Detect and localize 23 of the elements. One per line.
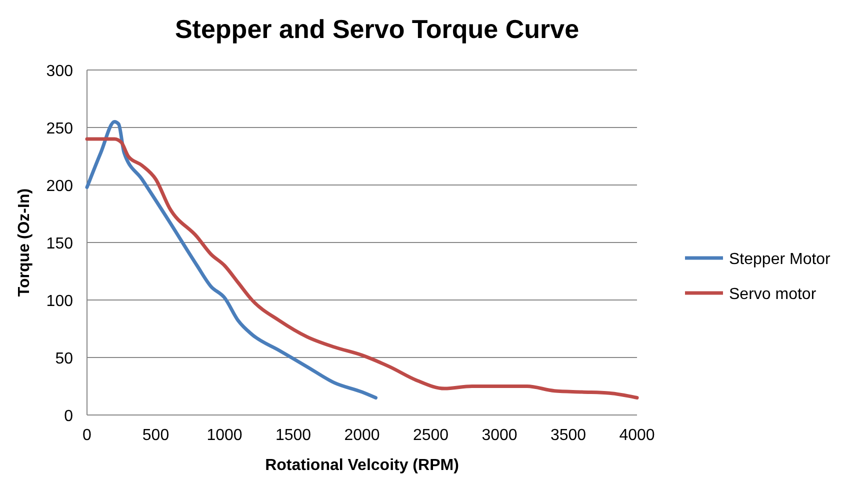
y-tick-label: 100 (46, 293, 74, 310)
y-tick-label: 0 (64, 408, 74, 425)
x-tick-label: 3500 (550, 427, 586, 444)
chart-title: Stepper and Servo Torque Curve (174, 14, 580, 44)
legend-label: Servo motor (729, 286, 817, 303)
line-series (85, 120, 378, 400)
x-tick-label: 4000 (619, 427, 655, 444)
y-tick-label: 200 (46, 178, 74, 195)
y-tick-label: 50 (55, 350, 74, 368)
y-tick-label: 250 (46, 120, 74, 138)
line-series (85, 137, 639, 400)
x-tick-label: 500 (142, 427, 170, 444)
x-tick-label: 2500 (412, 427, 449, 444)
x-axis-title: Rotational Velcoity (RPM) (265, 457, 459, 474)
x-tick-label: 0 (82, 427, 92, 444)
legend-label: Stepper Motor (729, 251, 832, 268)
y-tick-label: 150 (46, 236, 74, 252)
x-tick-label: 3000 (482, 427, 518, 444)
y-axis-title: Torque (Oz-In) (16, 188, 33, 297)
x-tick-label: 2000 (344, 427, 380, 444)
x-tick-label: 1000 (206, 427, 242, 444)
y-tick-label: 300 (46, 63, 74, 80)
x-tick-label: 1500 (275, 427, 312, 444)
